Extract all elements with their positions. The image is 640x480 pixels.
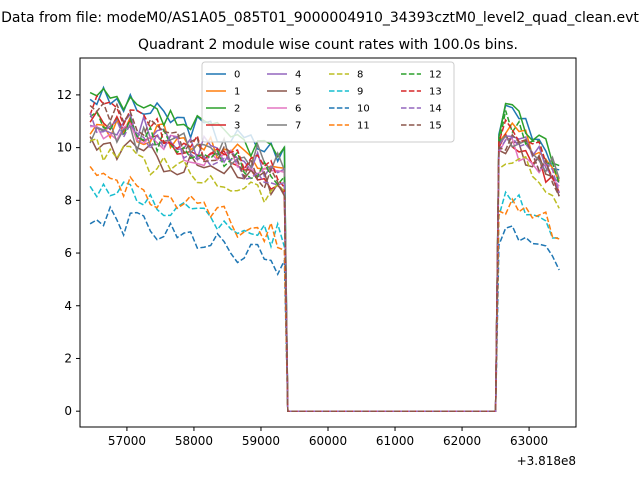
series-line-11 [89, 165, 560, 412]
series-line-8 [89, 137, 560, 412]
legend-label-3: 3 [234, 121, 240, 132]
series-line-15 [89, 101, 560, 412]
legend-label-8: 8 [357, 70, 363, 81]
legend-frame [201, 61, 455, 143]
legend-label-10: 10 [357, 104, 370, 115]
legend-label-11: 11 [357, 121, 370, 132]
legend-label-5: 5 [295, 87, 301, 98]
series-line-13 [89, 94, 560, 412]
legend-label-14: 14 [429, 104, 442, 115]
x-axis-offset-label: +3.818e8 [517, 454, 576, 468]
series-line-7 [89, 120, 560, 412]
legend-label-7: 7 [295, 121, 301, 132]
legend-label-6: 6 [295, 104, 301, 115]
figure-suptitle: Data from file: modeM0/AS1A05_085T01_900… [1, 10, 639, 26]
x-tick-label: 58000 [175, 434, 213, 448]
legend-label-4: 4 [295, 70, 301, 81]
y-tick-label: 10 [57, 141, 72, 155]
y-tick-label: 12 [57, 88, 72, 102]
x-tick-label: 62000 [443, 434, 481, 448]
x-axis-ticks: 57000 58000 59000 60000 61000 62000 63000 [108, 427, 548, 448]
x-tick-label: 60000 [309, 434, 347, 448]
x-tick-label: 59000 [242, 434, 280, 448]
y-tick-label: 2 [64, 351, 72, 365]
legend-label-1: 1 [234, 87, 240, 98]
series-line-10 [89, 205, 560, 412]
y-tick-label: 0 [64, 404, 72, 418]
chart-title: Quadrant 2 module wise count rates with … [138, 37, 518, 53]
x-tick-label: 61000 [376, 434, 414, 448]
legend-label-13: 13 [429, 87, 442, 98]
y-tick-label: 8 [64, 193, 72, 207]
legend-label-12: 12 [429, 70, 442, 81]
series-line-14 [89, 112, 560, 412]
y-tick-label: 6 [64, 246, 72, 260]
y-tick-label: 4 [64, 299, 72, 313]
legend-label-9: 9 [357, 87, 363, 98]
legend-label-2: 2 [234, 104, 240, 115]
y-axis-ticks: 0 2 4 6 8 10 12 [57, 88, 80, 418]
x-tick-label: 63000 [510, 434, 548, 448]
legend-label-15: 15 [429, 121, 442, 132]
legend-label-0: 0 [234, 70, 240, 81]
x-tick-label: 57000 [108, 434, 146, 448]
